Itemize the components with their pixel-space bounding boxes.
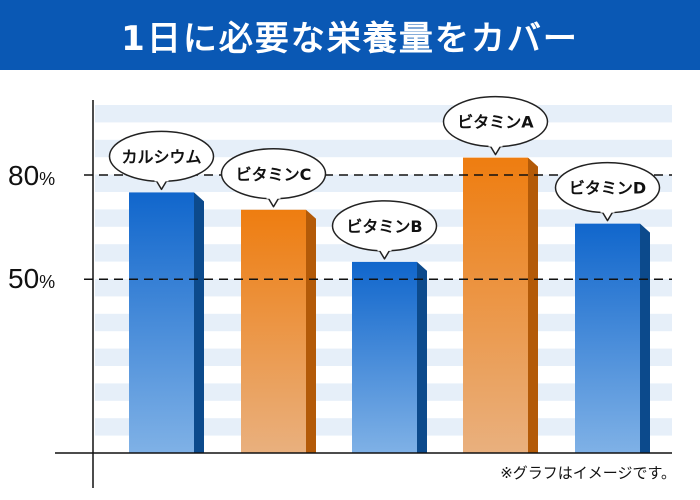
bar-callout: カルシウム [108,130,215,191]
pct-label-50: 50% [8,263,55,295]
title-banner: 1日に必要な栄養量をカバー [0,0,700,70]
callout-tail-mask [154,176,169,182]
bar [129,192,194,453]
bar-2 [241,209,316,453]
bar-label: カルシウム [121,147,201,166]
bar-1 [129,192,204,453]
bars [129,157,650,453]
bar-label: ビタミンD [569,179,646,198]
callout-tail-mask [266,193,281,199]
pct-number: 80 [8,160,40,191]
bar-side [528,157,538,453]
bar [352,261,417,453]
pct-symbol: % [39,272,56,292]
bar [575,223,640,453]
pct-label-80: 80% [8,160,55,192]
bar-side [640,223,650,453]
stripe [95,139,672,158]
pct-symbol: % [39,169,56,189]
bar-callout: ビタミンB [331,200,438,260]
callout-tail-mask [600,207,615,213]
bar-side [194,192,204,453]
callout-tail-mask [377,245,392,251]
chart-title: 1日に必要な栄養量をカバー [121,18,579,59]
bar-side [417,261,427,453]
bar-3 [352,261,427,453]
bar-5 [575,223,650,453]
bar-label: ビタミンC [236,165,312,184]
bar-4 [463,157,538,453]
bar-callout: ビタミンC [220,148,327,208]
bar-side [306,209,316,453]
stripe [95,105,672,123]
callout-tail-mask [488,141,503,147]
pct-number: 50 [8,263,40,294]
bar-label: ビタミンB [346,217,422,236]
image-note: ※グラフはイメージです。 [500,464,676,482]
bar [463,157,528,453]
bar [241,209,306,453]
bar-callout: ビタミンA [442,95,549,156]
bar-callout: ビタミンD [554,161,661,222]
bar-label: ビタミンA [457,113,534,132]
